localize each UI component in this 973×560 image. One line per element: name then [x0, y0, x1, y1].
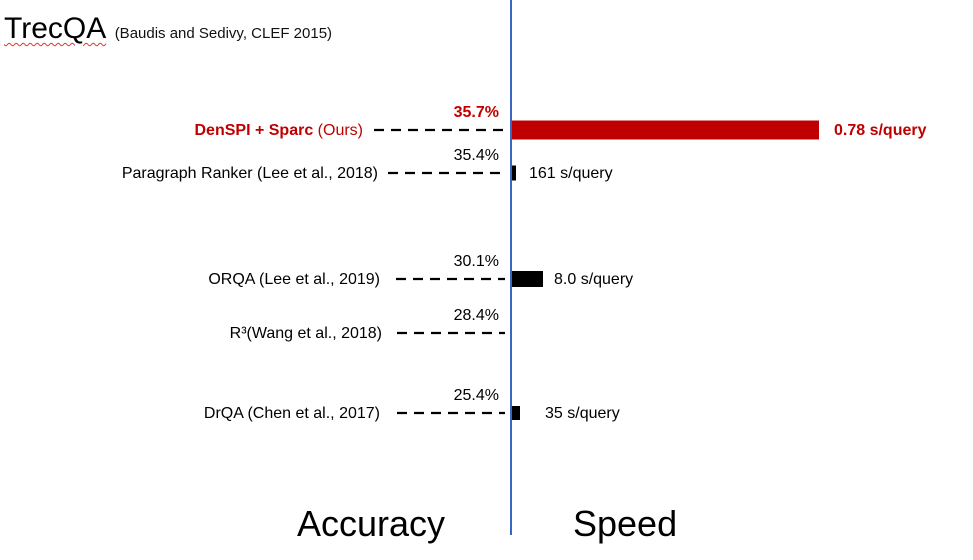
category-label: R³(Wang et al., 2018) [230, 325, 382, 342]
speed-panel-label: Speed [573, 503, 678, 544]
category-label: DrQA (Chen et al., 2017) [204, 405, 380, 422]
category-label: DenSPI + Sparc (Ours) [195, 122, 364, 139]
speed-value-label: 161 s/query [529, 165, 613, 182]
speed-value-label: 0.78 s/query [834, 122, 927, 139]
speed-bar [512, 120, 819, 140]
category-label: Paragraph Ranker (Lee et al., 2018) [122, 165, 378, 182]
speed-bar [512, 406, 520, 420]
accuracy-value-label: 30.1% [454, 253, 499, 270]
accuracy-panel-label: Accuracy [297, 503, 446, 544]
speed-value-label: 8.0 s/query [554, 271, 633, 288]
category-label: ORQA (Lee et al., 2019) [208, 271, 380, 288]
chart-title: TrecQA [4, 12, 107, 45]
accuracy-value-label: 35.7% [454, 104, 499, 121]
accuracy-value-label: 25.4% [454, 387, 499, 404]
speed-value-label: 35 s/query [545, 405, 620, 422]
chart-title-block: TrecQA (Baudis and Sedivy, CLEF 2015) [4, 12, 332, 46]
accuracy-value-label: 28.4% [454, 307, 499, 324]
speed-bar [512, 271, 543, 287]
chart-subtitle: (Baudis and Sedivy, CLEF 2015) [114, 25, 333, 42]
accuracy-value-label: 35.4% [454, 147, 499, 164]
speed-bar [512, 165, 516, 181]
